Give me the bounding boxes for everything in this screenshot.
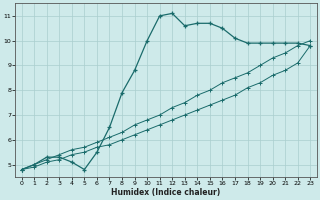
X-axis label: Humidex (Indice chaleur): Humidex (Indice chaleur) xyxy=(111,188,220,197)
